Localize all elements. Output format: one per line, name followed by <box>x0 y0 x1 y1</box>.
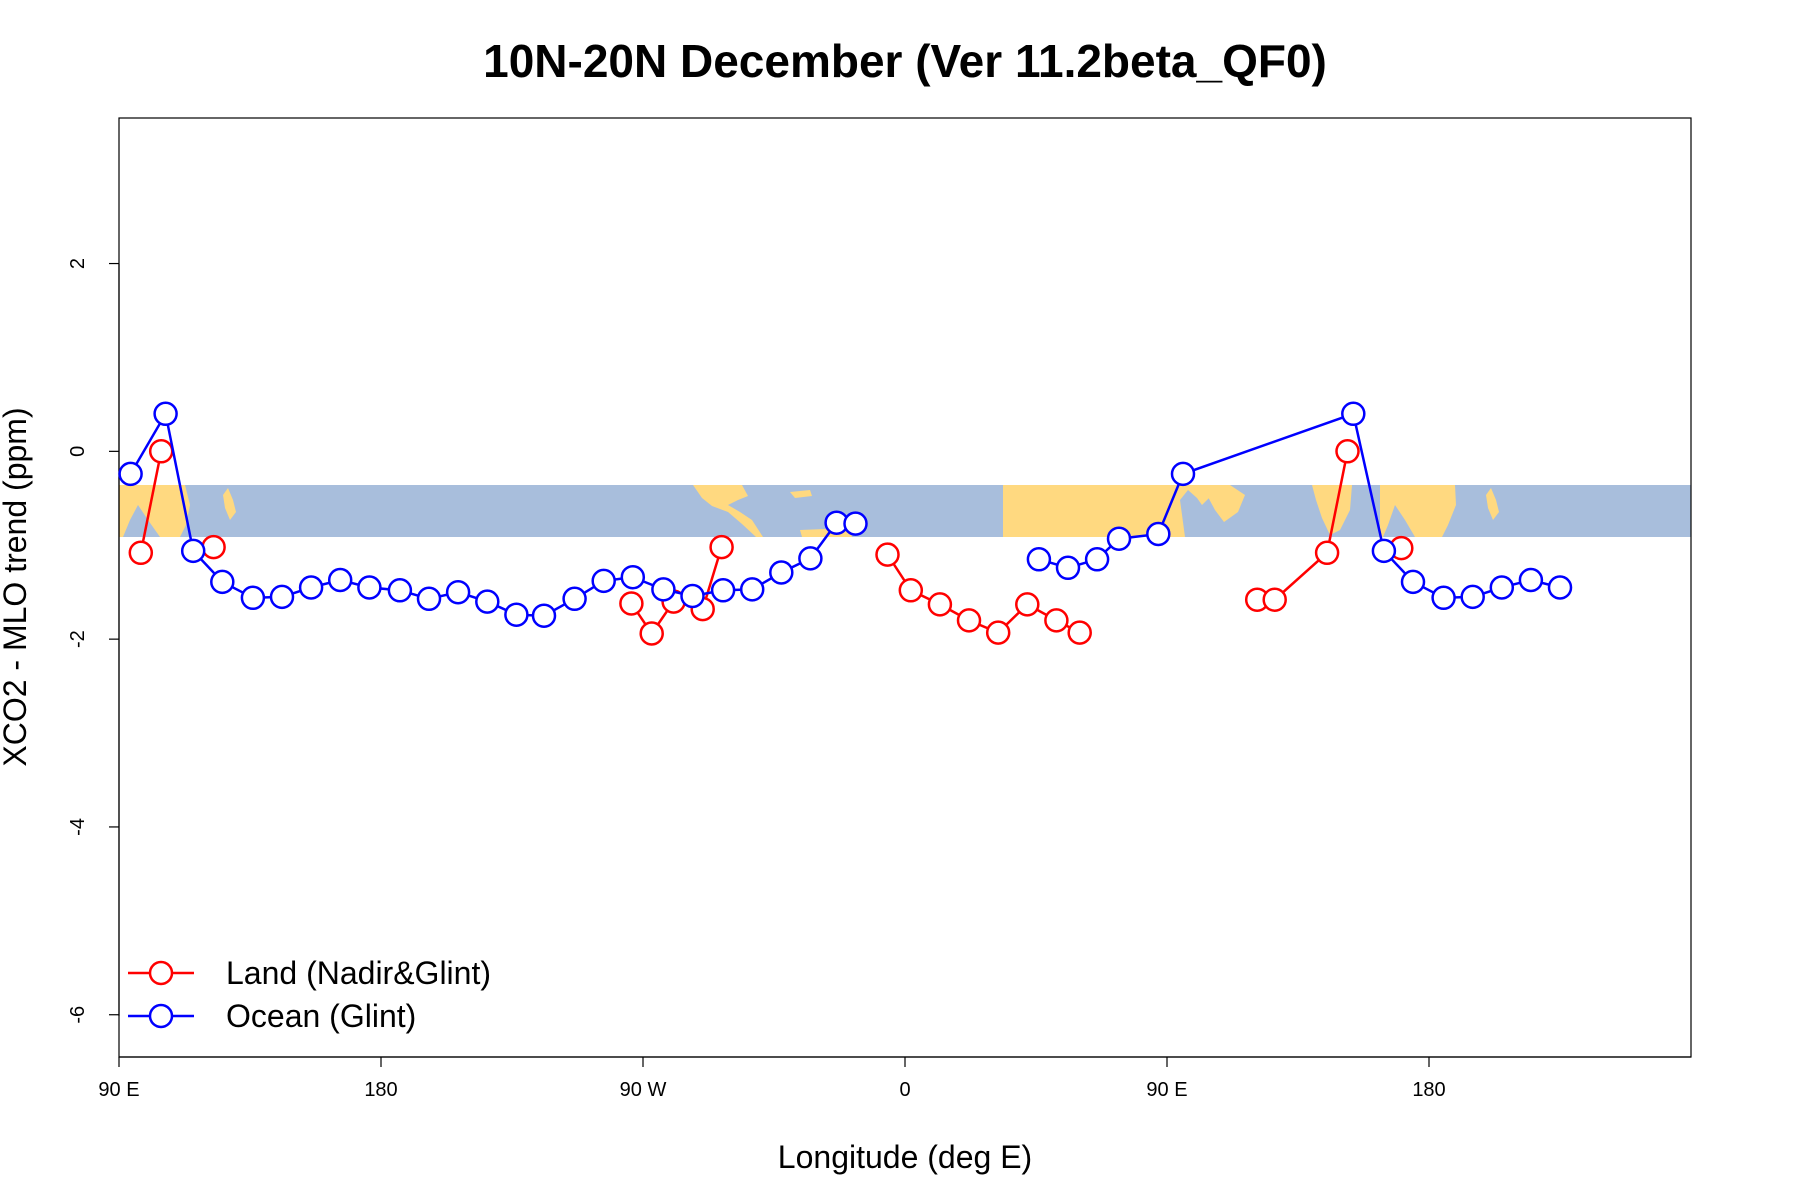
data-point <box>1170 461 1196 487</box>
data-point <box>1026 547 1052 572</box>
data-point <box>327 567 353 593</box>
x-tick-label: 180 <box>364 1079 397 1101</box>
data-point <box>269 584 295 610</box>
data-point <box>898 578 924 603</box>
x-tick-label: 90 E <box>98 1079 139 1101</box>
y-axis-label: XCO2 - MLO trend (ppm) <box>0 407 33 766</box>
data-point <box>1055 555 1081 581</box>
map-background-band <box>119 485 1691 537</box>
data-point <box>639 621 664 646</box>
data-point <box>531 603 557 628</box>
data-point <box>562 586 587 612</box>
data-point <box>680 583 705 609</box>
data-point <box>118 461 143 487</box>
legend-land-marker <box>148 960 174 986</box>
data-point <box>651 577 676 602</box>
y-axis: 2 0 -2 -4 -6 <box>67 258 120 1024</box>
data-point <box>769 560 794 585</box>
chart-title: 10N-20N December (Ver 11.2beta_QF0) <box>483 35 1327 87</box>
x-axis-label: Longitude (deg E) <box>778 1139 1032 1175</box>
data-point <box>1547 575 1573 600</box>
data-point <box>710 578 736 603</box>
land-africa <box>1003 485 1212 537</box>
data-point <box>357 575 382 600</box>
x-tick-label: 180 <box>1412 1079 1445 1101</box>
legend-land-label: Land (Nadir&Glint) <box>226 955 491 991</box>
data-point <box>927 592 953 617</box>
y-tick-label: -4 <box>67 818 89 836</box>
data-point <box>1262 587 1287 612</box>
land-philippines-left <box>223 488 236 520</box>
data-point <box>210 569 235 595</box>
y-tick-label: 2 <box>67 258 89 269</box>
data-point <box>504 602 529 627</box>
y-tick-label: -2 <box>67 630 89 648</box>
y-tick-label: -6 <box>67 1006 89 1024</box>
data-point <box>1106 526 1132 551</box>
data-point <box>1371 538 1397 564</box>
data-point <box>739 577 765 602</box>
data-point <box>475 589 500 614</box>
data-point <box>1460 584 1485 610</box>
data-point <box>128 540 154 566</box>
data-point <box>1067 620 1092 645</box>
data-point <box>1335 439 1360 464</box>
land-philippines-right <box>1486 488 1499 520</box>
data-point <box>956 608 982 633</box>
x-axis: 90 E 180 90 W 0 90 E 180 <box>98 1056 1691 1101</box>
data-point <box>619 591 644 616</box>
data-point <box>1518 567 1544 593</box>
series-land <box>128 439 1414 646</box>
data-point <box>416 586 442 612</box>
y-tick-label: 0 <box>67 446 89 457</box>
data-point <box>843 511 868 536</box>
series-layer <box>118 401 1573 646</box>
data-point <box>798 546 823 571</box>
land-central-america <box>693 485 763 537</box>
data-point <box>298 575 324 600</box>
land-caribbean-islands <box>790 490 852 537</box>
data-point <box>240 585 266 611</box>
x-tick-label: 90 E <box>1146 1079 1187 1101</box>
data-point <box>1489 575 1515 600</box>
land-indochina-right <box>1380 485 1456 537</box>
data-point <box>1431 585 1456 611</box>
x-tick-label: 0 <box>899 1079 910 1101</box>
land-indochina-left <box>119 485 190 537</box>
data-point <box>445 579 471 605</box>
data-point <box>985 620 1011 645</box>
data-point <box>1044 608 1069 633</box>
data-point <box>201 534 226 560</box>
data-point <box>153 401 178 427</box>
x-tick-label: 90 W <box>620 1079 667 1101</box>
land-arabia-india <box>1200 485 1352 535</box>
data-point <box>1015 592 1040 617</box>
legend: Land (Nadir&Glint) Ocean (Glint) <box>128 955 491 1034</box>
legend-ocean-label: Ocean (Glint) <box>226 998 416 1034</box>
series-line <box>139 451 163 554</box>
data-point <box>180 538 206 564</box>
data-point <box>709 534 734 560</box>
data-point <box>1400 569 1426 595</box>
data-point <box>1146 521 1171 547</box>
series-ocean <box>118 401 1573 628</box>
data-point <box>591 568 616 594</box>
data-point <box>387 578 413 603</box>
data-point <box>148 439 174 464</box>
data-point <box>620 564 646 590</box>
data-point <box>1341 401 1366 427</box>
legend-ocean-marker <box>148 1003 174 1029</box>
data-point <box>1314 540 1340 566</box>
data-point <box>1084 547 1110 572</box>
data-point <box>875 542 900 567</box>
